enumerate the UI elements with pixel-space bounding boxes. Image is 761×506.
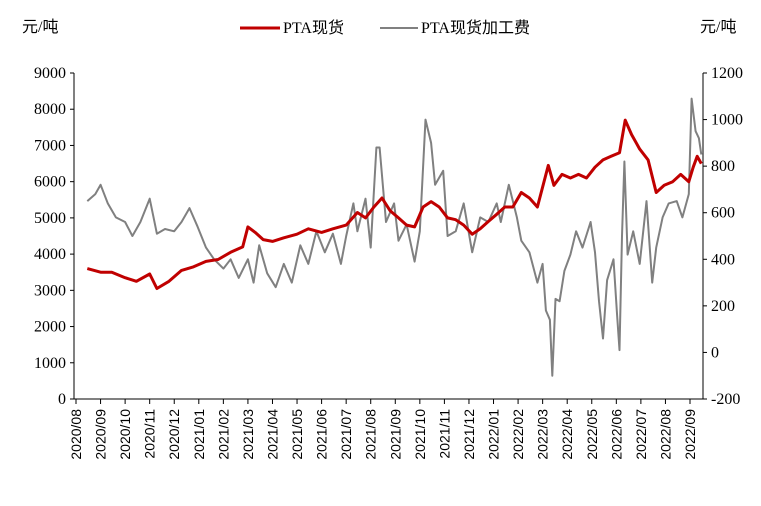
right-tick-label: 600	[711, 205, 735, 222]
x-tick-label: 2022/06	[608, 409, 624, 460]
x-tick-label: 2021/08	[363, 409, 379, 460]
left-tick-label: 6000	[34, 174, 66, 191]
x-tick-label: 2021/02	[215, 409, 231, 460]
legend-label-pta-spot: PTA现货	[283, 19, 344, 37]
legend-label-pta-margin: PTA现货加工费	[421, 19, 530, 37]
x-tick-label: 2021/07	[338, 409, 354, 460]
x-tick-label: 2021/10	[412, 409, 428, 460]
x-tick-label: 2020/09	[93, 409, 109, 460]
x-tick-label: 2021/03	[240, 409, 256, 460]
x-tick-label: 2021/01	[191, 409, 207, 460]
x-tick-label: 2021/11	[436, 409, 452, 459]
x-tick-label: 2021/05	[289, 409, 305, 460]
left-tick-label: 8000	[34, 101, 66, 118]
right-tick-label: 0	[711, 344, 719, 361]
x-tick-label: 2021/06	[314, 409, 330, 460]
left-tick-label: 7000	[34, 137, 66, 154]
x-tick-label: 2022/03	[535, 409, 551, 460]
right-unit-label: 元/吨	[700, 18, 736, 36]
left-tick-label: 9000	[34, 65, 66, 82]
right-tick-label: -200	[711, 391, 740, 408]
left-unit-label: 元/吨	[22, 18, 58, 36]
right-tick-label: 800	[711, 158, 735, 175]
left-tick-label: 1000	[34, 355, 66, 372]
x-tick-label: 2022/02	[510, 409, 526, 460]
right-tick-label: 400	[711, 251, 735, 268]
x-tick-label: 2020/11	[142, 409, 158, 459]
series-line-pta-spot	[86, 118, 703, 290]
right-tick-label: 1000	[711, 112, 743, 129]
series-line-pta-margin	[86, 97, 703, 377]
legend: PTA现货 PTA现货加工费	[240, 19, 530, 37]
x-tick-label: 2021/09	[387, 409, 403, 460]
x-tick-label: 2022/08	[657, 409, 673, 460]
left-tick-label: 0	[58, 391, 66, 408]
x-tick-label: 2020/10	[117, 409, 133, 460]
x-tick-label: 2021/04	[264, 409, 280, 460]
right-tick-label: 1200	[711, 65, 743, 82]
left-tick-label: 4000	[34, 246, 66, 263]
x-tick-label: 2020/08	[68, 409, 84, 460]
x-tick-label: 2022/05	[584, 409, 600, 460]
right-tick-label: 200	[711, 298, 735, 315]
left-tick-label: 2000	[34, 319, 66, 336]
left-tick-label: 3000	[34, 282, 66, 299]
x-tick-label: 2022/07	[633, 409, 649, 460]
x-tick-label: 2022/01	[486, 409, 502, 460]
x-tick-label: 2022/04	[559, 409, 575, 460]
left-tick-label: 5000	[34, 210, 66, 227]
x-tick-label: 2022/09	[682, 409, 698, 460]
x-tick-label: 2020/12	[166, 409, 182, 460]
x-tick-label: 2021/12	[461, 409, 477, 460]
